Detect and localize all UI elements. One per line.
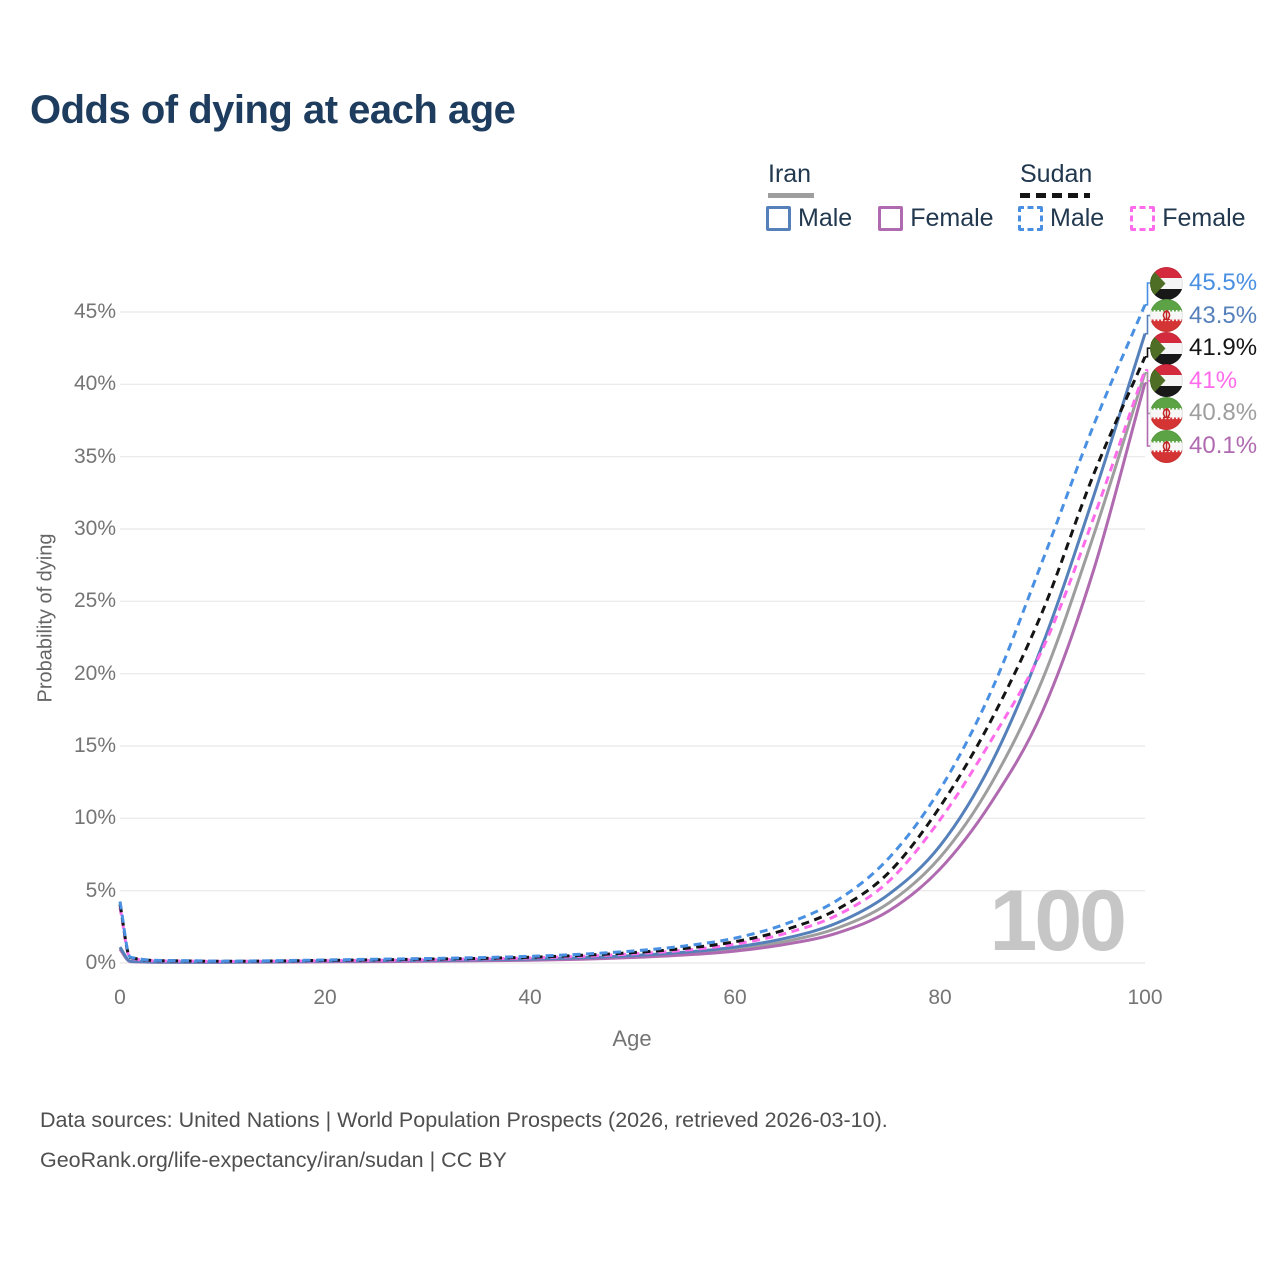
end-label-row-sudan_female: 41% bbox=[1150, 364, 1238, 398]
legend-sudan-female-swatch[interactable] bbox=[1130, 206, 1156, 231]
series-line-sudan_female bbox=[118, 369, 1147, 963]
end-label-row-iran_female: 40.1% bbox=[1150, 429, 1258, 463]
x-tick-40: 40 bbox=[518, 986, 542, 1009]
end-label-row-iran_all: 40.8% bbox=[1150, 396, 1258, 430]
series-line-iran_male bbox=[118, 333, 1147, 964]
x-tick-20: 20 bbox=[313, 986, 337, 1009]
legend-iran-male-swatch[interactable] bbox=[766, 206, 791, 231]
x-tick-100: 100 bbox=[1127, 986, 1163, 1009]
y-tick-20: 20% bbox=[73, 661, 116, 685]
footer-sources: Data sources: United Nations | World Pop… bbox=[40, 1108, 888, 1132]
end-label-row-sudan_all: 41.9% bbox=[1150, 331, 1258, 365]
y-tick-40: 40% bbox=[73, 372, 116, 396]
sudan-flag-icon bbox=[1150, 331, 1183, 365]
y-tick-45: 45% bbox=[73, 300, 116, 323]
sudan-flag-icon bbox=[1150, 364, 1183, 398]
legend-group-iran-items: Male Female bbox=[766, 204, 1020, 233]
sudan-dashed-line-swatch bbox=[1020, 193, 1090, 198]
legend-sudan-male-label[interactable]: Male bbox=[1050, 204, 1105, 232]
series-line-sudan_male bbox=[118, 304, 1147, 963]
plot-area[interactable] bbox=[0, 0, 1280, 1080]
end-label-row-sudan_male: 45.5% bbox=[1150, 266, 1258, 300]
footer-attribution: GeoRank.org/life-expectancy/iran/sudan |… bbox=[40, 1148, 507, 1172]
end-label-connector-sudan_male bbox=[1145, 282, 1152, 306]
end-label-connector-iran_male bbox=[1145, 314, 1152, 335]
legend-iran-female-swatch[interactable] bbox=[878, 206, 904, 231]
x-tick-0: 0 bbox=[114, 986, 126, 1009]
end-label-row-iran_male: 43.5% bbox=[1150, 299, 1258, 333]
x-axis-title: Age bbox=[612, 1026, 652, 1051]
end-label-value-iran_female: 40.1% bbox=[1189, 432, 1258, 459]
y-tick-30: 30% bbox=[73, 517, 116, 540]
iran-flag-icon bbox=[1150, 396, 1183, 430]
legend-iran-female-label[interactable]: Female bbox=[910, 204, 994, 232]
y-axis-title: Probability of dying bbox=[34, 533, 57, 703]
end-label-value-iran_all: 40.8% bbox=[1189, 399, 1258, 427]
x-tick-80: 80 bbox=[928, 986, 952, 1009]
legend-sudan-title: Sudan bbox=[1020, 160, 1093, 188]
end-label-value-sudan_all: 41.9% bbox=[1189, 334, 1258, 362]
iran-flag-icon bbox=[1150, 429, 1183, 463]
y-tick-0: 0% bbox=[85, 951, 116, 974]
y-tick-15: 15% bbox=[73, 734, 116, 757]
series-line-sudan_all bbox=[118, 356, 1147, 963]
end-label-value-iran_male: 43.5% bbox=[1189, 301, 1258, 329]
page-title: Odds of dying at each age bbox=[30, 88, 516, 132]
iran-solid-line-swatch bbox=[768, 193, 814, 198]
legend-sudan-female-label[interactable]: Female bbox=[1162, 204, 1246, 232]
legend-group-sudan-header: Sudan bbox=[1020, 160, 1092, 198]
legend-iran-male-label[interactable]: Male bbox=[798, 204, 853, 232]
legend-sudan-male-swatch[interactable] bbox=[1018, 206, 1043, 231]
end-label-connector-iran_female bbox=[1145, 382, 1152, 447]
end-label-value-sudan_male: 45.5% bbox=[1189, 269, 1258, 296]
y-tick-35: 35% bbox=[73, 444, 116, 468]
legend-iran-title: Iran bbox=[768, 160, 812, 188]
sudan-flag-icon bbox=[1150, 266, 1183, 300]
y-tick-10: 10% bbox=[73, 806, 116, 830]
legend-group-sudan-items: Male Female bbox=[1018, 204, 1272, 233]
iran-flag-icon bbox=[1150, 299, 1183, 333]
y-tick-5: 5% bbox=[85, 878, 116, 902]
x-tick-60: 60 bbox=[723, 986, 747, 1009]
end-label-connector-sudan_all bbox=[1145, 347, 1152, 358]
y-tick-25: 25% bbox=[73, 589, 116, 613]
hover-age-watermark: 100 bbox=[989, 873, 1128, 969]
legend-group-iran-header: Iran bbox=[768, 160, 814, 198]
end-label-value-sudan_female: 41% bbox=[1189, 366, 1238, 394]
